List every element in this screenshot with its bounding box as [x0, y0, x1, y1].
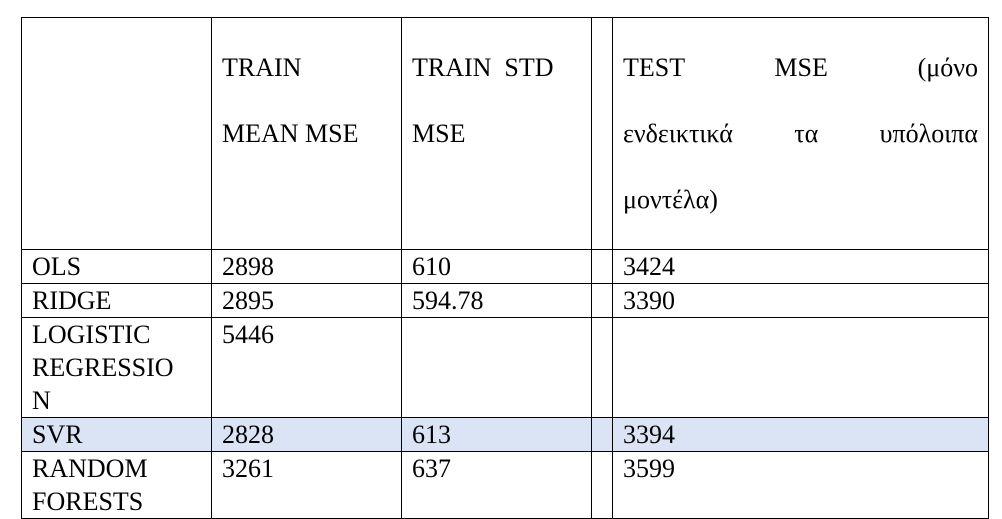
table-row-random-forests: RANDOM FORESTS 3261 637 3599 — [21, 451, 989, 519]
spacer-cell — [591, 417, 613, 452]
cell-train-std-mse: 637 — [401, 451, 592, 519]
spacer-cell — [591, 451, 613, 519]
cell-model: LOGISTIC REGRESSIO N — [21, 317, 212, 418]
spacer-cell — [591, 283, 613, 318]
table-row-svr: SVR 2828 613 3394 — [21, 417, 989, 452]
cell-train-mean-mse: 3261 — [211, 451, 402, 519]
spacer-cell — [591, 317, 613, 418]
table-row-ridge: RIDGE 2895 594.78 3390 — [21, 283, 989, 318]
cell-test-mse: 3394 — [612, 417, 989, 452]
cell-train-mean-mse: 5446 — [211, 317, 402, 418]
spacer-cell — [591, 17, 613, 250]
spacer-cell — [591, 249, 613, 284]
cell-train-mean-mse: 2898 — [211, 249, 402, 284]
header-train-std-mse-line-2: MSE — [412, 119, 466, 148]
cell-test-mse: 3599 — [612, 451, 989, 519]
cell-train-std-mse: 594.78 — [401, 283, 592, 318]
cell-model: OLS — [21, 249, 212, 284]
results-table: TRAIN MEAN MSE TRAIN STD MSE TEST MSE (μ… — [21, 17, 989, 519]
header-test-mse-line-1: TEST MSE (μόνο — [623, 53, 978, 82]
cell-train-mean-mse: 2895 — [211, 283, 402, 318]
cell-train-std-mse: 610 — [401, 249, 592, 284]
cell-train-mean-mse: 2828 — [211, 417, 402, 452]
header-test-mse: TEST MSE (μόνο ενδεικτικά τα υπόλοιπα μο… — [612, 17, 989, 250]
cell-train-std-mse — [401, 317, 592, 418]
header-model — [21, 17, 212, 250]
header-train-std-mse: TRAIN STD MSE — [401, 17, 592, 250]
cell-train-std-mse: 613 — [401, 417, 592, 452]
cell-test-mse — [612, 317, 989, 418]
cell-test-mse: 3424 — [612, 249, 989, 284]
header-row: TRAIN MEAN MSE TRAIN STD MSE TEST MSE (μ… — [21, 17, 989, 250]
header-train-std-mse-line-1: TRAIN STD — [412, 53, 554, 82]
cell-model: SVR — [21, 417, 212, 452]
header-test-mse-line-2: ενδεικτικά τα υπόλοιπα — [623, 119, 978, 148]
header-train-mean-mse-line-1: TRAIN — [222, 53, 302, 82]
table-row-ols: OLS 2898 610 3424 — [21, 249, 989, 284]
header-test-mse-line-3: μοντέλα) — [623, 185, 718, 214]
header-train-mean-mse: TRAIN MEAN MSE — [211, 17, 402, 250]
cell-test-mse: 3390 — [612, 283, 989, 318]
cell-model: RIDGE — [21, 283, 212, 318]
cell-model: RANDOM FORESTS — [21, 451, 212, 519]
table-row-logistic-regression: LOGISTIC REGRESSIO N 5446 — [21, 317, 989, 418]
header-train-mean-mse-line-2: MEAN MSE — [222, 119, 359, 148]
